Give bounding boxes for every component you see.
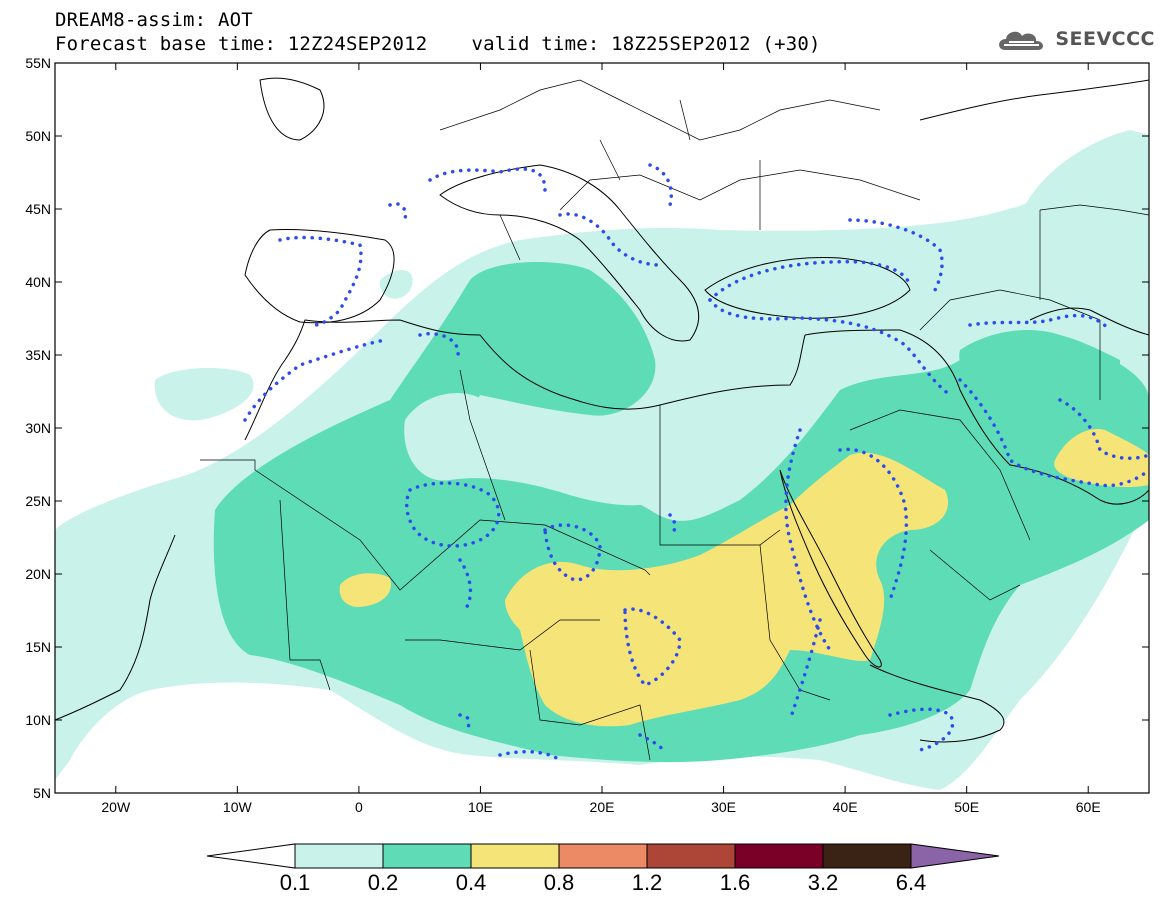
lat-tick-label: 15N (25, 639, 51, 655)
lat-tick-label: 35N (25, 347, 51, 363)
lon-tick-label: 40E (833, 799, 858, 815)
colorbar-swatch (558, 843, 648, 869)
lon-tick-label: 50E (954, 799, 979, 815)
colorbar-swatch (470, 843, 560, 869)
colorbar: 0.1 0.2 0.4 0.8 1.2 1.6 3.2 6.4 (206, 843, 1000, 895)
map-fields (55, 63, 1149, 793)
colorbar-high-arrow (910, 843, 1000, 869)
colorbar-label: 6.4 (896, 870, 927, 895)
colorbar-label: 1.2 (632, 870, 663, 895)
chart-title: DREAM8-assim: AOT (55, 9, 253, 31)
colorbar-label: 0.2 (368, 870, 399, 895)
lon-tick-label: 60E (1076, 799, 1101, 815)
country-borders (200, 79, 1149, 761)
latitude-ticks: 5N 10N 15N 20N 25N 30N 35N 40N 45N 50N 55N (25, 55, 1149, 801)
lat-tick-label: 40N (25, 274, 51, 290)
lon-tick-label: 20E (590, 799, 615, 815)
colorbar-low-arrow (206, 843, 296, 869)
aot-0.1-hole (404, 393, 660, 506)
aot-0.4-field (339, 429, 1149, 727)
lat-tick-label: 10N (25, 712, 51, 728)
lat-tick-label: 25N (25, 493, 51, 509)
logo-text: SEEVCCC (1055, 28, 1155, 50)
seevccc-logo: SEEVCCC (995, 24, 1155, 54)
colorbar-label: 0.4 (456, 870, 487, 895)
aot-dotted-contours (243, 163, 1149, 762)
colorbar-label: 3.2 (808, 870, 839, 895)
lat-tick-label: 20N (25, 566, 51, 582)
lat-tick-label: 55N (25, 55, 51, 71)
lon-tick-label: 30E (711, 799, 736, 815)
longitude-ticks: 20W 10W 0 10E 20E 30E 40E 50E 60E (101, 63, 1101, 815)
coastlines (55, 77, 1149, 743)
lat-tick-label: 50N (25, 128, 51, 144)
cloud-logo-icon (999, 31, 1044, 50)
lon-tick-label: 20W (101, 799, 131, 815)
lat-tick-label: 45N (25, 201, 51, 217)
colorbar-swatch (382, 843, 472, 869)
lon-tick-label: 0 (355, 799, 363, 815)
valid-time: valid time: 18Z25SEP2012 (+30) (471, 33, 821, 55)
colorbar-label: 1.6 (720, 870, 751, 895)
colorbar-swatch (822, 843, 912, 869)
lon-tick-label: 10W (223, 799, 253, 815)
colorbar-swatch (734, 843, 824, 869)
colorbar-label: 0.8 (544, 870, 575, 895)
colorbar-label: 0.1 (280, 870, 311, 895)
chart-subtitle: Forecast base time: 12Z24SEP2012 valid ti… (55, 33, 821, 55)
lat-tick-label: 30N (25, 420, 51, 436)
lat-tick-label: 5N (33, 785, 51, 801)
lon-tick-label: 10E (468, 799, 493, 815)
base-time: Forecast base time: 12Z24SEP2012 (55, 33, 428, 55)
colorbar-swatch (646, 843, 736, 869)
colorbar-swatch (294, 843, 384, 869)
aot-0.2-field (213, 261, 1149, 763)
